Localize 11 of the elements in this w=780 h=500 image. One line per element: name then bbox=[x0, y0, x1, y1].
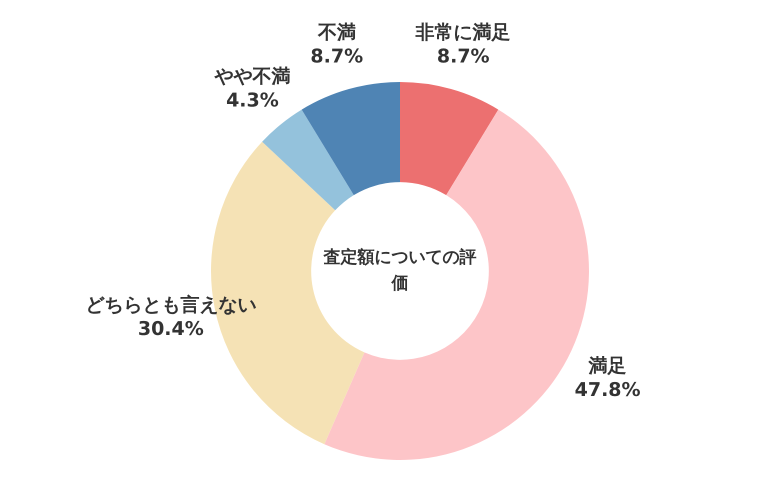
data-label: 4.3% bbox=[226, 89, 279, 112]
data-label: 30.4% bbox=[138, 318, 204, 340]
slice-label: どちらとも言えない bbox=[85, 294, 256, 316]
data-label: 8.7% bbox=[436, 46, 490, 68]
text: 査定額についての評価 bbox=[322, 247, 476, 294]
slice-label: 非常に満足 bbox=[414, 22, 511, 44]
data-label: 8.7% bbox=[310, 46, 364, 68]
slice-label: 不満 bbox=[316, 22, 356, 44]
slice-label: やや不満 bbox=[213, 65, 290, 88]
data-label: 47.8% bbox=[574, 378, 641, 401]
slice-label: 満足 bbox=[588, 354, 627, 377]
